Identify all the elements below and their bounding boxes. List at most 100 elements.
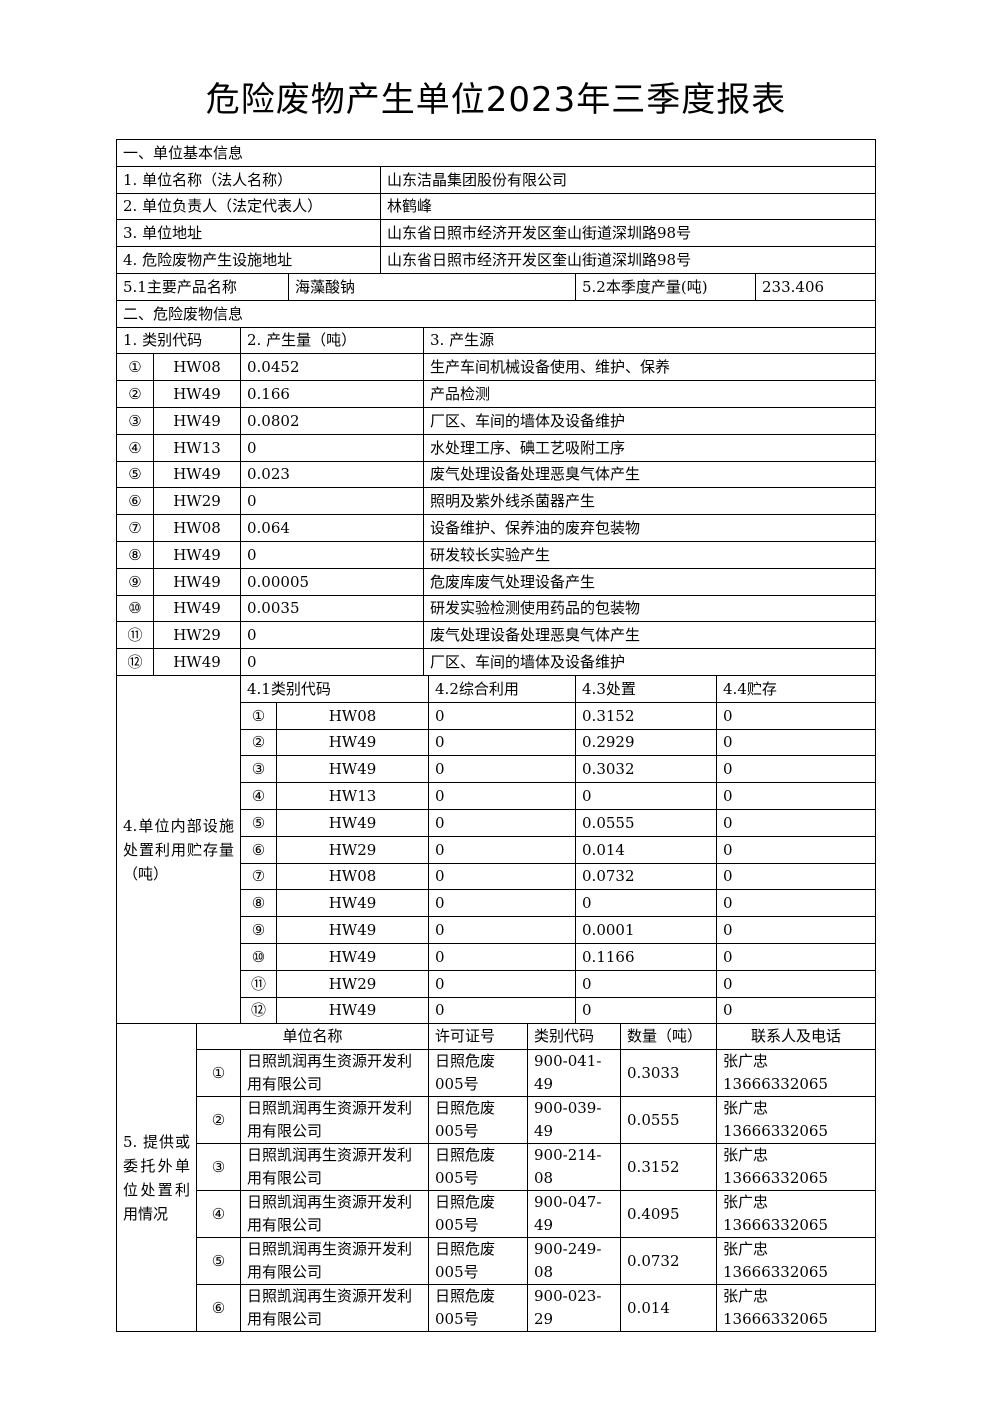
disposal: 0.0732: [575, 862, 718, 891]
row-number: ⑫: [240, 996, 277, 1025]
row-number: ⑦: [240, 862, 277, 891]
row-number: ③: [116, 406, 154, 435]
category-code: 900-039-49: [527, 1096, 622, 1145]
amount: 0.0802: [240, 406, 424, 435]
disposal: 0: [575, 969, 718, 998]
storage: 0: [716, 862, 876, 891]
category-code: 900-249-08: [527, 1237, 622, 1286]
section2-heading: 二、危险废物信息: [116, 299, 876, 328]
info-value: 山东洁晶集团股份有限公司: [380, 165, 876, 194]
reuse: 0: [428, 782, 577, 810]
category-code: HW29: [275, 835, 430, 864]
row-number: ⑩: [116, 594, 154, 623]
info-label: 1. 单位名称（法人名称）: [116, 165, 381, 194]
row-number: ④: [116, 433, 154, 462]
header-qty: 数量（吨）: [620, 1023, 718, 1051]
row-number: ⑪: [240, 969, 277, 998]
waste-row: ⑥ HW29 0 照明及紫外线杀菌器产生: [116, 487, 876, 516]
category-code: 900-041-49: [527, 1049, 622, 1098]
row-number: ⑩: [240, 942, 277, 971]
section4-label: 4.单位内部设施处置利用贮存量（吨）: [116, 674, 241, 1025]
permit: 日照危废005号: [428, 1049, 529, 1098]
info-label: 3. 单位地址: [116, 219, 381, 248]
category-code: HW49: [153, 460, 241, 489]
header-permit: 许可证号: [428, 1023, 529, 1051]
permit: 日照危废005号: [428, 1284, 529, 1333]
row-number: ⑪: [116, 621, 154, 650]
product-value: 海藻酸钠: [288, 272, 576, 301]
amount: 0.0452: [240, 353, 424, 382]
external-row: ⑥ 日照凯润再生资源开发利用有限公司 日照危废005号 900-023-29 0.014…: [117, 1284, 876, 1333]
disposal: 0.3152: [575, 701, 718, 730]
row-number: ④: [196, 1190, 241, 1239]
header-category-code: 1. 类别代码: [116, 326, 241, 355]
waste-row: ⑦ HW08 0.064 设备维护、保养油的废弃包装物: [116, 514, 876, 542]
row-number: ①: [240, 701, 277, 730]
row-number: ⑧: [116, 540, 154, 569]
company: 日照凯润再生资源开发利用有限公司: [239, 1143, 430, 1192]
disposal: 0: [575, 996, 718, 1025]
waste-row: ⑪ HW29 0 废气处理设备处理恶臭气体产生: [116, 621, 876, 650]
storage: 0: [716, 942, 876, 971]
category-code: HW49: [153, 648, 241, 676]
reuse: 0: [428, 728, 577, 757]
info-row: 4. 危险废物产生设施地址 山东省日照市经济开发区奎山街道深圳路98号: [116, 246, 876, 274]
contact: 张广忠 13666332065: [716, 1096, 876, 1145]
waste-row: ⑩ HW49 0.0035 研发实验检测使用药品的包装物: [116, 594, 876, 623]
source: 研发较长实验产生: [423, 540, 876, 569]
waste-row: ② HW49 0.166 产品检测: [116, 380, 876, 408]
header-amount: 2. 产生量（吨）: [240, 326, 424, 355]
row-number: ①: [196, 1049, 241, 1098]
source: 水处理工序、碘工艺吸附工序: [423, 433, 876, 462]
row-number: ③: [196, 1143, 241, 1192]
external-row: ④ 日照凯润再生资源开发利用有限公司 日照危废005号 900-047-49 0.409…: [117, 1190, 876, 1239]
contact: 张广忠 13666332065: [716, 1190, 876, 1239]
internal-row: ⑨ HW49 0 0.0001 0: [117, 916, 876, 944]
amount: 0: [240, 433, 424, 462]
category-code: HW08: [153, 514, 241, 542]
storage: 0: [716, 755, 876, 784]
header-4-2: 4.2综合利用: [428, 674, 577, 703]
category-code: HW08: [275, 701, 430, 730]
quantity: 0.014: [620, 1284, 718, 1333]
category-code: HW29: [153, 487, 241, 516]
row-number: ⑧: [240, 889, 277, 918]
section4-table: 4.单位内部设施处置利用贮存量（吨） 4.1类别代码 4.2综合利用 4.3处置…: [116, 674, 876, 1025]
info-label: 4. 危险废物产生设施地址: [116, 246, 381, 274]
source: 设备维护、保养油的废弃包装物: [423, 514, 876, 542]
permit: 日照危废005号: [428, 1190, 529, 1239]
info-value: 林鹤峰: [380, 192, 876, 221]
row-number: ②: [240, 728, 277, 757]
category-code: HW49: [275, 996, 430, 1025]
contact: 张广忠 13666332065: [716, 1049, 876, 1098]
reuse: 0: [428, 996, 577, 1025]
external-row: ⑤ 日照凯润再生资源开发利用有限公司 日照危废005号 900-249-08 0.073…: [117, 1237, 876, 1286]
external-row: ① 日照凯润再生资源开发利用有限公司 日照危废005号 900-041-49 0.303…: [117, 1049, 876, 1098]
quantity: 0.4095: [620, 1190, 718, 1239]
category-code: HW49: [153, 567, 241, 596]
source: 废气处理设备处理恶臭气体产生: [423, 621, 876, 650]
disposal: 0.3032: [575, 755, 718, 784]
storage: 0: [716, 996, 876, 1025]
section5-table: 5. 提供或委托外单位处置利用情况 单位名称 许可证号 类别代码 数量（吨） 联…: [116, 1023, 876, 1333]
reuse: 0: [428, 916, 577, 944]
company: 日照凯润再生资源开发利用有限公司: [239, 1237, 430, 1286]
source: 生产车间机械设备使用、维护、保养: [423, 353, 876, 382]
waste-row: ⑨ HW49 0.00005 危废库废气处理设备产生: [116, 567, 876, 596]
disposal: 0: [575, 889, 718, 918]
internal-row: ⑪ HW29 0 0 0: [117, 969, 876, 998]
output-value: 233.406: [755, 272, 876, 301]
section1-heading: 一、单位基本信息: [116, 139, 876, 167]
waste-row: ⑫ HW49 0 厂区、车间的墙体及设备维护: [116, 648, 876, 676]
reuse: 0: [428, 889, 577, 918]
category-code: HW49: [153, 540, 241, 569]
storage: 0: [716, 782, 876, 810]
source: 厂区、车间的墙体及设备维护: [423, 648, 876, 676]
company: 日照凯润再生资源开发利用有限公司: [239, 1284, 430, 1333]
report-table: 一、单位基本信息 1. 单位名称（法人名称） 山东洁晶集团股份有限公司 2. 单位负…: [116, 139, 876, 1333]
category-code: HW08: [153, 353, 241, 382]
external-row: ② 日照凯润再生资源开发利用有限公司 日照危废005号 900-039-49 0.055…: [117, 1096, 876, 1145]
product-table: 5.1主要产品名称 海藻酸钠 5.2本季度产量(吨) 233.406: [116, 272, 876, 301]
waste-row: ⑧ HW49 0 研发较长实验产生: [116, 540, 876, 569]
contact: 张广忠 13666332065: [716, 1143, 876, 1192]
